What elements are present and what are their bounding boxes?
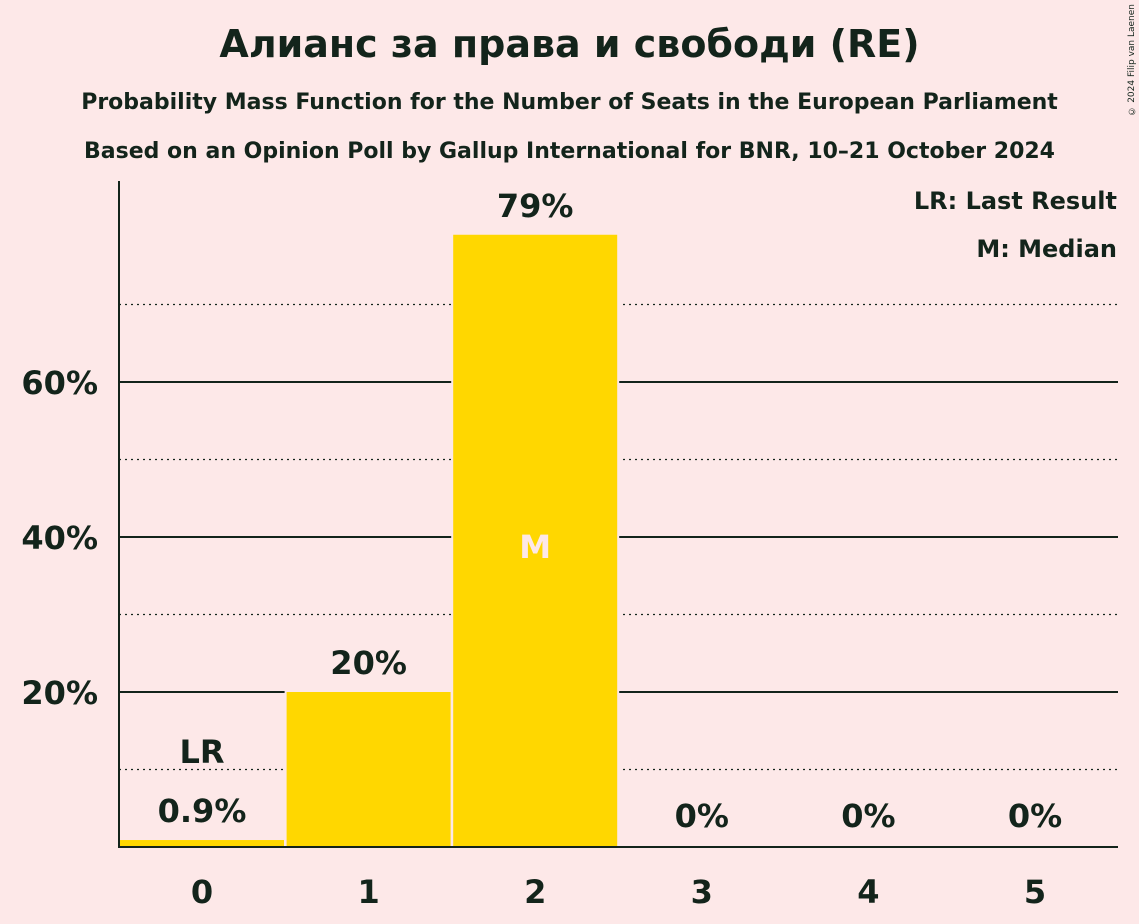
bar-value-label: 79%	[497, 187, 574, 225]
bar	[120, 840, 284, 847]
bar-labels: 0.9% 20% 79% 0% 0% 0% LR M	[158, 187, 1063, 835]
legend-last-result: LR: Last Result	[914, 187, 1117, 215]
y-tick-label: 40%	[21, 519, 98, 557]
x-tick-label: 3	[691, 873, 713, 911]
bar	[286, 692, 451, 847]
x-tick-label: 1	[357, 873, 379, 911]
bar-value-label: 0%	[1008, 797, 1062, 835]
bars	[118, 232, 620, 847]
x-tick-label: 2	[524, 873, 546, 911]
x-tick-label: 4	[857, 873, 879, 911]
chart-source: Based on an Opinion Poll by Gallup Inter…	[84, 139, 1055, 164]
y-tick-label: 60%	[21, 364, 98, 402]
bar-value-label: 0%	[841, 797, 895, 835]
last-result-marker: LR	[179, 733, 224, 771]
bar-value-label: 0%	[675, 797, 729, 835]
bar-value-label: 20%	[330, 644, 407, 682]
x-tick-label: 0	[191, 873, 213, 911]
x-tick-label: 5	[1024, 873, 1046, 911]
y-tick-label: 20%	[21, 674, 98, 712]
legend-median: M: Median	[976, 235, 1117, 263]
bar-value-label: 0.9%	[158, 792, 247, 830]
chart-subtitle: Probability Mass Function for the Number…	[81, 90, 1058, 115]
axes: 20% 40% 60% 0 1 2 3 4 5	[21, 181, 1118, 911]
bar	[453, 234, 618, 847]
median-marker: M	[519, 528, 551, 566]
chart-title: Алианс за права и свободи (RE)	[219, 22, 920, 66]
